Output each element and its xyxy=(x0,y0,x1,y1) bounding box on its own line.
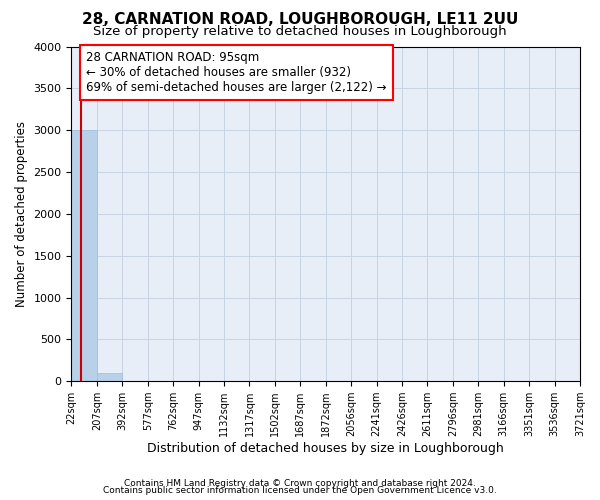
Text: 28 CARNATION ROAD: 95sqm
← 30% of detached houses are smaller (932)
69% of semi-: 28 CARNATION ROAD: 95sqm ← 30% of detach… xyxy=(86,50,387,94)
X-axis label: Distribution of detached houses by size in Loughborough: Distribution of detached houses by size … xyxy=(148,442,504,455)
Text: Contains public sector information licensed under the Open Government Licence v3: Contains public sector information licen… xyxy=(103,486,497,495)
Y-axis label: Number of detached properties: Number of detached properties xyxy=(15,121,28,307)
Bar xyxy=(97,373,122,381)
Text: 28, CARNATION ROAD, LOUGHBOROUGH, LE11 2UU: 28, CARNATION ROAD, LOUGHBOROUGH, LE11 2… xyxy=(82,12,518,28)
Text: Size of property relative to detached houses in Loughborough: Size of property relative to detached ho… xyxy=(93,25,507,38)
Bar xyxy=(71,130,97,381)
Text: Contains HM Land Registry data © Crown copyright and database right 2024.: Contains HM Land Registry data © Crown c… xyxy=(124,478,476,488)
